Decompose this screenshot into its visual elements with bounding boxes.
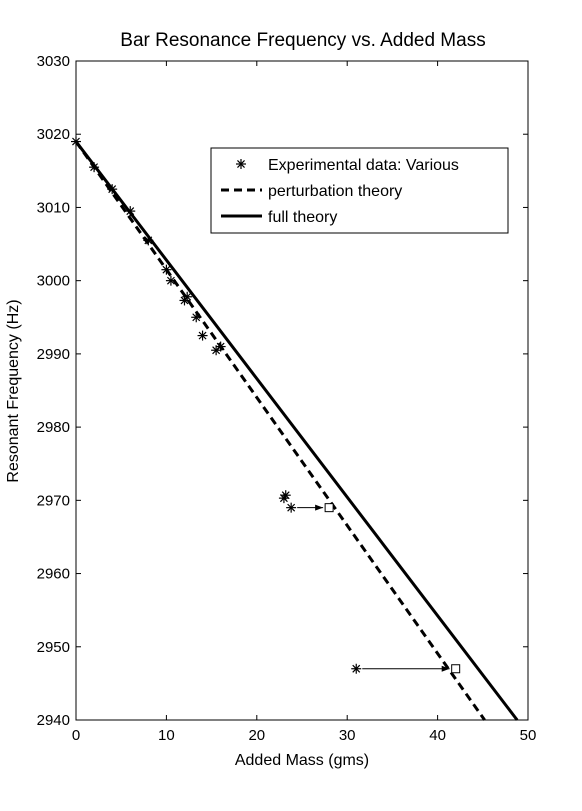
y-tick-label: 2940 [37,712,70,729]
chart-title: Bar Resonance Frequency vs. Added Mass [120,30,485,51]
legend-label-experimental: Experimental data: Various [268,157,459,174]
data-point [161,264,172,275]
x-tick-label: 20 [248,727,265,744]
data-point [215,341,226,352]
x-tick-label: 50 [520,727,537,744]
data-point [182,291,193,302]
y-tick-label: 3010 [37,199,70,216]
x-tick-label: 10 [158,727,175,744]
y-tick-label: 3030 [37,53,70,70]
annotation-arrow-head [315,504,324,511]
axis-ticks: 0 10 20 30 40 50 2940 2950 2960 2970 2980 2990 3000 3… [37,53,537,744]
y-tick-label: 2960 [37,566,70,583]
y-tick-label: 2950 [37,639,70,656]
annotation-square-marker [451,664,461,674]
legend: Experimental data: Various perturbation … [210,147,509,234]
data-point [286,502,297,513]
y-tick-label: 3020 [37,126,70,143]
x-tick-label: 40 [429,727,446,744]
experimental-points [71,136,362,674]
data-point [191,312,202,323]
y-tick-label: 2970 [37,492,70,509]
data-point [107,184,118,195]
annotation-arrow-head [441,665,450,672]
legend-marker-experimental [236,159,246,169]
legend-label-full-theory: full theory [268,209,337,226]
legend-label-perturbation: perturbation theory [268,183,402,200]
data-point [165,275,176,286]
data-point [280,490,291,501]
data-point [197,330,208,341]
x-tick-label: 0 [72,727,80,744]
data-point [89,162,100,173]
y-tick-label: 2980 [37,419,70,436]
annotations [297,503,461,674]
data-point [143,235,154,246]
x-axis-label: Added Mass (gms) [235,752,369,769]
y-tick-label: 2990 [37,346,70,363]
theory-lines [74,140,519,721]
y-axis-label: Resonant Frequency (Hz) [5,299,22,482]
perturbation-theory-line [74,140,486,721]
full-theory-line [74,140,519,721]
data-point [351,663,362,674]
legend-asterisk [236,159,246,169]
data-point [125,206,136,217]
y-tick-label: 3000 [37,273,70,290]
data-point [71,136,81,147]
annotation-square-marker [324,503,334,513]
x-tick-label: 30 [339,727,356,744]
